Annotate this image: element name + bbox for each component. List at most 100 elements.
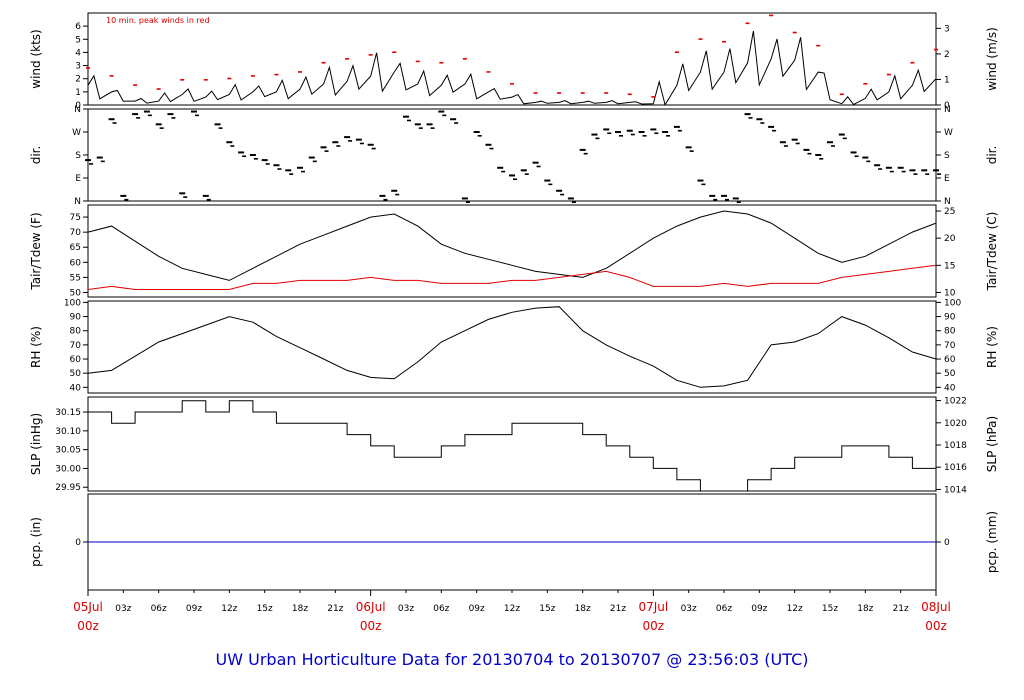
ytick-label: 100 <box>64 298 81 308</box>
chart-caption: UW Urban Horticulture Data for 20130704 … <box>215 650 809 669</box>
dir-point <box>336 145 341 147</box>
ytick-label: 2 <box>75 75 81 85</box>
dir-point <box>524 173 529 175</box>
ytick-label: 29.95 <box>55 483 81 493</box>
ytick-label: 90 <box>70 313 82 323</box>
dir-point <box>461 197 468 200</box>
ytick-label: S <box>75 151 81 161</box>
dir-point <box>842 137 847 140</box>
dir-point <box>379 194 386 197</box>
wind-peak-point <box>133 84 138 86</box>
ytick-label: 60 <box>70 355 82 365</box>
wind-peak-point <box>368 54 373 56</box>
ytick-label: 30.00 <box>55 464 81 474</box>
ytick-label: 70 <box>70 341 82 351</box>
panel-temp: Tair/Tdew (F) Tair/Tdew (C) 50 55 60 65 70 75 10… <box>29 204 999 298</box>
dir-point <box>630 133 635 136</box>
dir-point <box>167 113 174 116</box>
dir-point <box>897 166 904 169</box>
panel-rh: RH (%) RH (%) 40 50 60 70 80 90 100 40 50 60 70 80 90 1… <box>29 298 999 394</box>
panel-pcp: pcp. (in) pcp. (mm) 0 0 <box>29 493 999 591</box>
dir-point <box>108 118 115 121</box>
ytick-label-right: 25 <box>944 207 955 217</box>
rh-series-line-0 <box>87 306 937 388</box>
wind-peak-point <box>651 96 656 98</box>
dir-point <box>721 194 727 197</box>
wind-peak-point <box>180 79 185 81</box>
dir-point <box>560 193 565 196</box>
ylabel-right: dir. <box>985 146 999 165</box>
ytick-label: 50 <box>70 369 82 379</box>
temp-series-line-0 <box>87 210 937 281</box>
xtick-label: 15z <box>822 604 838 614</box>
ytick-label: 30.10 <box>55 427 81 437</box>
dir-point <box>155 123 162 126</box>
dir-point <box>626 129 633 132</box>
ytick-label: 5 <box>75 35 81 45</box>
dir-point <box>414 123 421 126</box>
dir-point <box>748 117 753 119</box>
ylabel-left: RH (%) <box>29 326 43 368</box>
wind-peak-point <box>156 88 161 90</box>
dir-point <box>689 150 694 152</box>
dir-point <box>320 146 327 149</box>
wind-peak-point <box>627 93 632 96</box>
xtick-label: 18z <box>857 604 873 614</box>
dir-point <box>536 165 541 168</box>
dir-point <box>854 155 859 158</box>
wind-peak-point <box>934 48 938 51</box>
dir-point <box>779 141 786 144</box>
xtick-day-label: 07Jul <box>638 600 668 614</box>
ytick-label-right: 10 <box>944 288 956 298</box>
ytick-label: 65 <box>70 243 81 253</box>
dir-point <box>485 143 492 146</box>
dir-point <box>403 115 409 118</box>
dir-point <box>442 114 447 117</box>
ylabel-left: SLP (inHg) <box>29 413 43 475</box>
ytick-label-right: 40 <box>944 383 956 393</box>
dir-point <box>473 131 480 133</box>
ytick-label-right: N <box>944 197 951 207</box>
dir-point <box>202 194 209 197</box>
dir-point <box>909 169 916 172</box>
dir-point <box>583 152 588 155</box>
wind-peak-point <box>321 61 326 64</box>
xtick-label: 15z <box>539 604 555 614</box>
ytick-label: 75 <box>70 213 81 223</box>
dir-point <box>454 122 459 124</box>
dir-point <box>654 132 659 135</box>
xtick-label: 12z <box>787 604 803 614</box>
dir-point <box>265 163 270 165</box>
dir-point <box>297 166 303 169</box>
ytick-label-right: 1018 <box>944 441 967 451</box>
xtick-day-sub: 00z <box>925 619 947 633</box>
dir-point <box>768 125 775 128</box>
wind-peak-point <box>250 75 255 77</box>
dir-point <box>736 201 741 204</box>
ytick-label-right: E <box>944 174 950 184</box>
ytick-label-right: 20 <box>944 234 956 244</box>
dir-point <box>206 198 211 201</box>
ytick-label: 6 <box>75 22 81 32</box>
xtick-label: 15z <box>257 604 273 614</box>
dir-point <box>591 133 598 136</box>
dir-point <box>430 127 435 129</box>
wind-peak-point <box>863 82 868 85</box>
dir-point <box>913 173 918 175</box>
dir-point <box>567 197 574 200</box>
dir-point <box>136 117 141 119</box>
wind-peak-point <box>910 61 915 64</box>
dir-point <box>795 142 800 145</box>
ytick-label-right: W <box>944 128 953 138</box>
dir-point <box>548 183 553 186</box>
dir-point <box>124 198 129 201</box>
ytick-label-right: 3 <box>944 24 950 34</box>
wind-peak-point <box>769 14 774 17</box>
xtick-day-label: 06Jul <box>356 600 386 614</box>
dir-point <box>709 194 716 197</box>
dir-point <box>803 148 810 151</box>
wind-peak-point <box>510 82 514 85</box>
wind-peak-point <box>839 93 844 96</box>
dir-point <box>191 110 197 113</box>
ytick-label-right: 0 <box>944 538 950 548</box>
